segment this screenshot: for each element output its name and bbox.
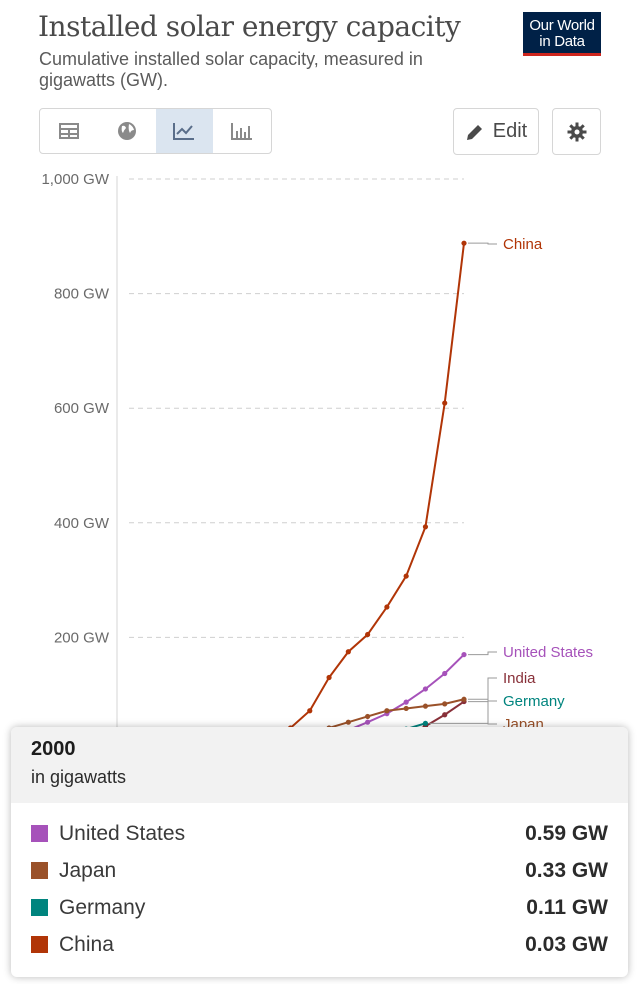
series-japan[interactable]	[288, 696, 467, 730]
data-point	[422, 686, 429, 692]
data-point	[384, 604, 390, 610]
data-point	[365, 719, 371, 725]
gear-icon	[567, 122, 586, 141]
data-point	[326, 674, 332, 681]
line-chart-icon	[173, 123, 195, 140]
y-tick-label: 1,000 GW	[41, 171, 109, 188]
logo-line-1: Our World	[529, 17, 595, 34]
tooltip-row: Germany 0.11 GW	[31, 889, 608, 926]
tab-line-chart[interactable]	[155, 109, 214, 153]
y-tick-label: 600 GW	[54, 400, 110, 417]
tooltip-row-name: United States	[59, 821, 186, 845]
data-point	[422, 524, 429, 530]
table-icon	[58, 123, 79, 139]
series-line-germany	[399, 722, 426, 730]
data-point	[403, 699, 409, 705]
logo-line-2: in Data	[539, 33, 585, 50]
tooltip-row: United States 0.59 GW	[31, 815, 608, 852]
tooltip-row-value: 0.03 GW	[525, 932, 608, 956]
globe-icon	[117, 122, 136, 140]
tooltip-unit: in gigawatts	[31, 767, 127, 787]
tooltip-row-name: Germany	[59, 895, 146, 919]
settings-button[interactable]	[552, 108, 601, 155]
tooltip-row-value: 0.11 GW	[526, 895, 608, 919]
data-point	[384, 708, 390, 714]
chart-subtitle: Cumulative installed solar capacity, mea…	[39, 49, 423, 90]
data-point	[461, 696, 467, 702]
tooltip-row-value: 0.59 GW	[525, 821, 608, 845]
data-point	[422, 720, 429, 726]
data-point	[345, 719, 351, 725]
data-point	[307, 708, 313, 714]
label-connector	[468, 698, 497, 725]
data-point	[403, 705, 409, 712]
swatch-japan	[31, 862, 48, 879]
bar-chart-icon	[231, 123, 253, 140]
series-label-china[interactable]: China	[503, 236, 543, 253]
series-label-germany[interactable]: Germany	[503, 693, 565, 710]
series-line-india	[415, 700, 465, 730]
data-point	[461, 240, 467, 246]
pencil-icon	[466, 124, 482, 140]
swatch-germany	[31, 899, 48, 916]
series-line-japan	[318, 698, 465, 730]
tab-bar-chart[interactable]	[213, 109, 271, 153]
tooltip-row-value: 0.33 GW	[525, 858, 608, 882]
data-point	[442, 670, 448, 677]
data-point	[345, 649, 351, 655]
chart-title: Installed solar energy capacity	[38, 10, 461, 43]
data-point	[365, 713, 371, 720]
y-tick-label: 400 GW	[54, 515, 110, 532]
view-tabs	[39, 108, 272, 154]
data-point	[442, 400, 448, 406]
label-connector	[468, 677, 497, 703]
series-line-china	[284, 243, 465, 730]
edit-button[interactable]: Edit	[453, 108, 539, 155]
swatch-united-states	[31, 825, 48, 842]
tooltip-row: China 0.03 GW	[31, 926, 608, 963]
label-connector	[468, 242, 497, 245]
y-tick-label: 800 GW	[54, 286, 110, 303]
series-label-india[interactable]: India	[503, 670, 536, 687]
tooltip-year: 2000	[31, 738, 76, 760]
swatch-china	[31, 936, 48, 953]
edit-button-label: Edit	[492, 120, 528, 142]
data-point	[422, 703, 429, 709]
tooltip-header: 2000 in gigawatts	[11, 727, 628, 803]
data-point	[461, 651, 467, 658]
line-chart: 1,000 GW 800 GW 600 GW 400 GW 200 GW China Un…	[41, 171, 593, 730]
data-point	[403, 573, 409, 579]
tab-map[interactable]	[98, 109, 156, 153]
tooltip-row: Japan 0.33 GW	[31, 852, 608, 889]
tab-table[interactable]	[40, 109, 98, 153]
series-china[interactable]	[230, 240, 467, 730]
series-label-united-states[interactable]: United States	[503, 644, 593, 661]
data-point	[365, 631, 371, 638]
tooltip-row-name: China	[59, 932, 114, 956]
label-connector	[468, 651, 497, 656]
series-line-united-states	[345, 653, 465, 730]
y-tick-label: 200 GW	[54, 629, 110, 646]
data-point	[442, 701, 448, 707]
tooltip-panel: 2000 in gigawatts United States 0.59 GW …	[11, 727, 628, 977]
owid-logo[interactable]: Our World in Data	[523, 12, 601, 56]
data-point	[442, 712, 448, 718]
tooltip-row-name: Japan	[59, 858, 117, 882]
series-label-japan[interactable]: Japan	[503, 716, 544, 730]
